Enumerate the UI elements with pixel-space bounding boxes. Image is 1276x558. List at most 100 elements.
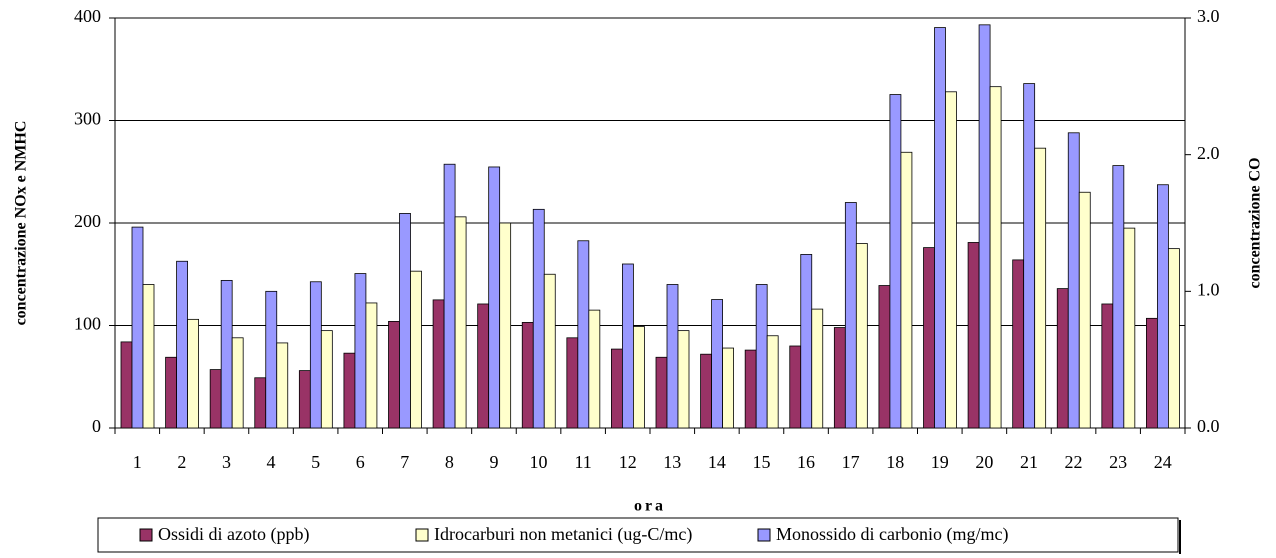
bar <box>1168 248 1180 429</box>
bar <box>900 151 913 429</box>
y2-tick-label: 3.0 <box>1197 6 1220 26</box>
bar <box>443 163 456 429</box>
legend-box <box>97 517 1179 553</box>
legend-label: Monossido di carbonio (mg/mc) <box>776 524 1008 545</box>
bar <box>499 222 512 429</box>
bar <box>1034 147 1047 429</box>
x-tick-label: 12 <box>619 452 637 472</box>
bar <box>666 284 679 429</box>
bar <box>187 318 199 429</box>
bar <box>967 242 980 429</box>
bar <box>766 335 779 429</box>
x-tick-label: 21 <box>1020 452 1038 472</box>
x-tick-label: 8 <box>445 452 454 472</box>
y2-tick-label: 0.0 <box>1197 416 1220 436</box>
bar <box>622 263 634 429</box>
legend-swatch <box>139 528 153 542</box>
y-axis-label: concentrazione NOx e NMHC <box>13 121 30 326</box>
bar <box>978 24 991 429</box>
y-tick-label: 200 <box>74 211 101 231</box>
bar <box>744 349 757 429</box>
bar <box>432 299 445 429</box>
bar <box>1123 227 1136 429</box>
bar <box>755 284 768 429</box>
x-tick-label: 5 <box>311 452 320 472</box>
bar <box>711 299 723 429</box>
x-tick-label: 1 <box>133 452 142 472</box>
x-tick-label: 20 <box>975 452 993 472</box>
y-tick-label: 100 <box>74 314 101 334</box>
bar <box>220 279 233 429</box>
y-tick-label: 300 <box>74 109 101 129</box>
bar <box>588 309 601 429</box>
bar <box>1101 303 1114 429</box>
bar <box>855 243 868 429</box>
bar <box>410 270 422 429</box>
bar <box>131 226 144 429</box>
bar <box>566 337 579 429</box>
legend-label: Ossidi di azoto (ppb) <box>158 524 309 545</box>
bar <box>165 356 177 429</box>
bar <box>789 345 802 429</box>
bar <box>934 27 946 429</box>
bar <box>700 353 712 429</box>
bar <box>1078 191 1091 429</box>
y-tick-label: 0 <box>92 416 101 436</box>
bar <box>989 86 1002 429</box>
x-tick-label: 22 <box>1065 452 1083 472</box>
bar <box>120 341 133 429</box>
legend-swatch <box>415 528 429 542</box>
bar <box>298 370 311 429</box>
bar <box>1056 288 1069 429</box>
bar <box>878 285 891 429</box>
bar <box>1146 317 1158 429</box>
bar <box>365 302 378 429</box>
x-tick-label: 11 <box>574 452 591 472</box>
bar <box>833 327 846 429</box>
bar <box>265 290 278 429</box>
bar <box>142 284 155 429</box>
bar <box>254 377 267 429</box>
bar <box>1112 165 1125 429</box>
x-tick-label: 7 <box>400 452 409 472</box>
bar <box>633 326 645 429</box>
legend-label: Idrocarburi non metanici (ug-C/mc) <box>434 524 692 545</box>
bar <box>722 347 734 429</box>
legend-swatch <box>757 528 771 542</box>
bar <box>1067 132 1080 429</box>
bar <box>1023 83 1036 429</box>
bar <box>209 369 222 429</box>
bar <box>309 281 322 429</box>
bar <box>521 322 534 429</box>
bar <box>1157 184 1169 429</box>
bar <box>276 342 289 429</box>
bar <box>176 260 188 429</box>
y2-tick-label: 1.0 <box>1197 279 1220 299</box>
x-axis-label: ora <box>634 498 666 515</box>
bar <box>655 356 668 429</box>
bar <box>611 348 623 429</box>
y-tick-label: 400 <box>74 6 101 26</box>
bar <box>889 94 902 429</box>
bar <box>945 91 957 429</box>
bar <box>354 273 367 429</box>
x-tick-label: 23 <box>1109 452 1127 472</box>
x-tick-label: 16 <box>797 452 815 472</box>
x-tick-label: 9 <box>489 452 498 472</box>
bar <box>1012 259 1025 429</box>
bar <box>399 213 411 429</box>
bar <box>477 303 490 429</box>
x-tick-label: 24 <box>1154 452 1172 472</box>
y2-tick-label: 2.0 <box>1197 143 1220 163</box>
bar <box>577 240 590 429</box>
bar <box>320 330 333 429</box>
bar <box>532 208 545 429</box>
bar <box>811 308 824 429</box>
x-tick-label: 18 <box>886 452 904 472</box>
y2-axis-label: concentrazione CO <box>1247 157 1264 288</box>
bar <box>844 202 857 429</box>
bar <box>800 254 813 429</box>
x-tick-label: 6 <box>356 452 365 472</box>
